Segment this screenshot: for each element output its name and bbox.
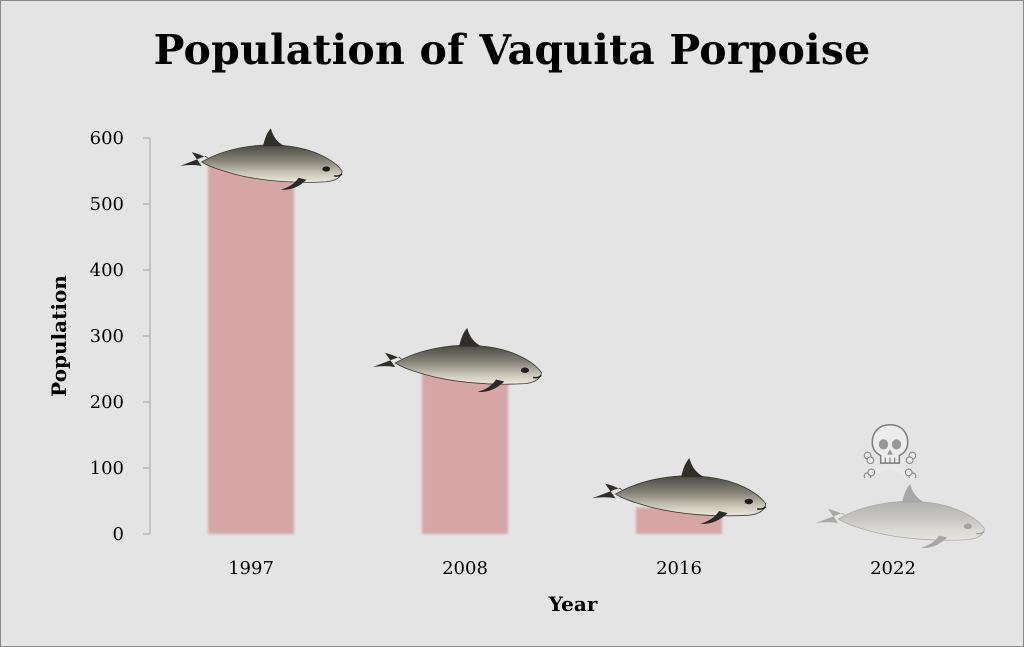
x-tick-label: 2022: [870, 558, 916, 579]
x-axis-title: Year: [548, 592, 598, 616]
y-tick-label: 600: [90, 128, 124, 149]
chart-title: Population of Vaquita Porpoise: [153, 26, 871, 74]
y-tick-label: 500: [90, 194, 124, 215]
y-axis-title: Population: [47, 275, 71, 397]
y-tick-label: 400: [90, 260, 124, 281]
faded-vaquita-porpoise-icon: [814, 483, 986, 549]
bar-2008: [422, 372, 508, 534]
x-tick-label: 2016: [656, 558, 702, 579]
bar-1997: [208, 159, 294, 534]
x-tick-label: 2008: [442, 558, 488, 579]
x-tick-label: 1997: [228, 558, 274, 579]
y-tick-label: 100: [90, 458, 124, 479]
y-tick-label: 300: [90, 326, 124, 347]
y-tick-label: 0: [113, 524, 124, 545]
skull-and-crossbones-icon: [864, 425, 916, 480]
y-tick-label: 200: [90, 392, 124, 413]
